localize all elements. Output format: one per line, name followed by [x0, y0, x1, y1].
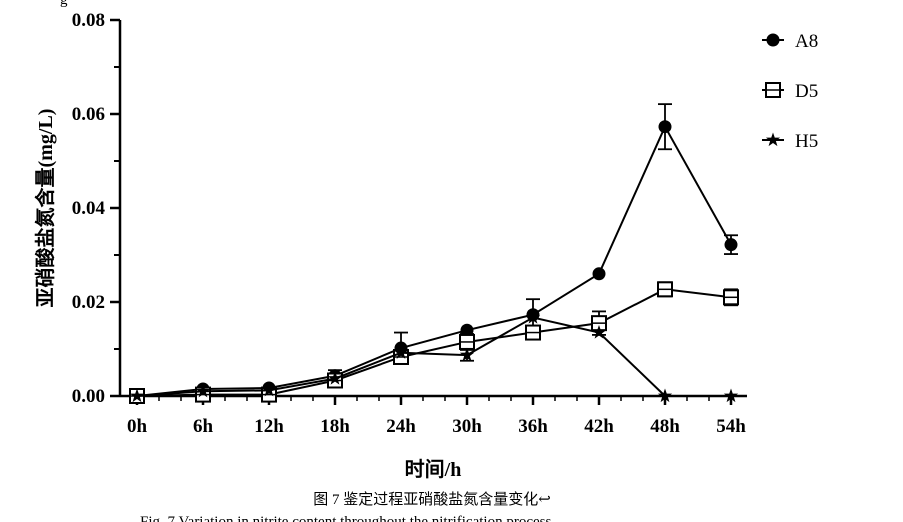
data-point-H5 [591, 325, 607, 339]
y-tick-label: 0.06 [72, 104, 105, 125]
data-point-A8 [592, 267, 606, 281]
data-point-D5 [525, 324, 541, 341]
series-layer [129, 103, 739, 404]
series-H5 [129, 310, 739, 403]
series-D5 [129, 281, 739, 404]
x-tick-label: 18h [320, 416, 350, 437]
x-tick-label: 24h [386, 416, 416, 437]
legend-item-A8: A8 [762, 31, 818, 52]
x-tick-label: 54h [716, 416, 746, 437]
data-point-D5 [657, 281, 673, 298]
data-point-H5 [723, 388, 739, 403]
x-tick-label: 30h [452, 416, 482, 437]
legend-marker [766, 33, 780, 47]
data-point-A8 [724, 238, 738, 252]
legend-label: H5 [795, 131, 818, 152]
legend-label: D5 [795, 81, 818, 102]
data-point-H5 [327, 371, 343, 385]
legend-item-H5: H5 [762, 131, 818, 152]
x-tick-label: 6h [193, 416, 214, 437]
data-point-H5 [525, 310, 541, 324]
y-axis-title: 亚硝酸盐氮含量(mg/L) [33, 109, 57, 308]
legend-item-D5: D5 [762, 81, 818, 102]
x-tick-label: 36h [518, 416, 548, 437]
y-tick-label: 0.02 [72, 292, 105, 313]
data-point-A8 [658, 120, 672, 134]
y-tick-label: 0.00 [72, 386, 105, 407]
data-point-D5 [723, 289, 739, 306]
legend-label: A8 [795, 31, 818, 52]
series-line-A8 [136, 124, 732, 397]
y-ticks: 0.00 0.02 0.04 0.06 0.08 [72, 10, 120, 407]
x-axis-title: 时间/h [405, 458, 462, 481]
data-point-H5 [195, 383, 211, 398]
series-A8 [130, 103, 738, 403]
data-point-H5 [657, 388, 673, 403]
y-tick-label: 0.04 [72, 198, 106, 219]
x-tick-label: 48h [650, 416, 680, 437]
y-tick-label: 0.08 [72, 10, 105, 31]
data-point-H5 [129, 388, 145, 403]
data-point-H5 [393, 345, 409, 359]
data-point-D5 [459, 333, 475, 350]
series-line-H5 [136, 316, 731, 397]
x-ticks: 0h 6h 12h 18h 24h 30h 36h 42h 48h 54h [127, 396, 746, 437]
figure-caption-english: Fig. 7 Variation in nitrite content thro… [140, 514, 551, 522]
legend-marker [765, 82, 781, 98]
figure-caption: 图 7 鉴定过程亚硝酸盐氮含量变化↩ [313, 491, 551, 508]
legend-marker [765, 132, 781, 147]
data-point-H5 [261, 382, 277, 397]
x-tick-label: 42h [584, 416, 614, 437]
cropped-top-text: g [60, 0, 68, 8]
series-line-D5 [136, 288, 732, 397]
x-tick-label: 12h [254, 416, 284, 437]
x-tick-label: 0h [127, 416, 148, 437]
legend: A8 D5 H5 [762, 31, 818, 152]
data-point-H5 [459, 347, 475, 362]
